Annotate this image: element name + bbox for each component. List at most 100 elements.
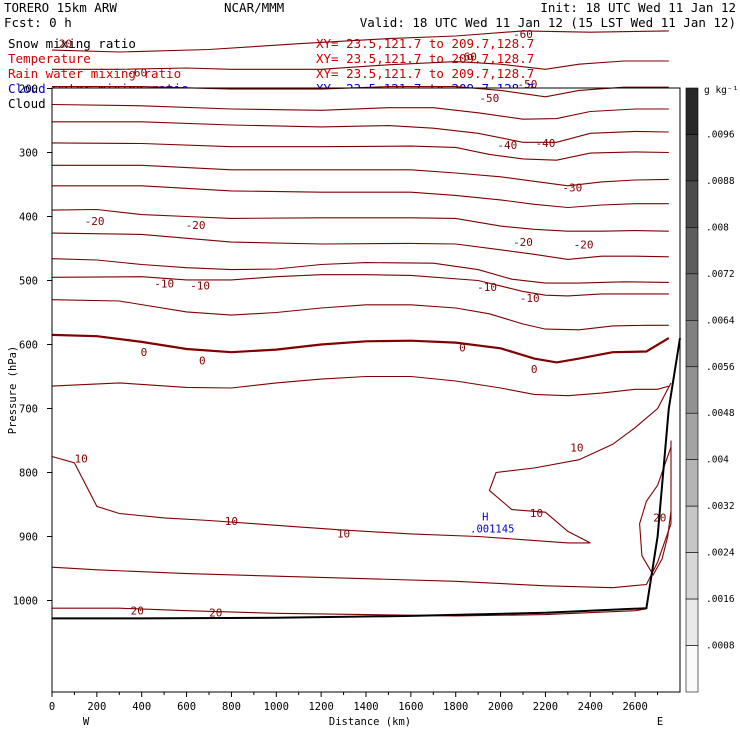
contour-label: 0 — [199, 355, 206, 368]
colorbar-swatch — [685, 505, 699, 553]
colorbar-swatch — [685, 320, 699, 368]
contour-line — [52, 164, 669, 187]
colorbar-swatch — [685, 273, 699, 321]
x-tick-label: 600 — [177, 701, 196, 713]
contour-line — [52, 60, 669, 70]
plot-area: -60 -60 -60 -50 -50 -40 -40 -30 -20 -20 -20 -20 -10 -… — [51, 28, 681, 693]
contour-label: -50 — [518, 78, 538, 91]
contour-label: 10 — [75, 452, 88, 465]
contour-label: 20 — [209, 607, 222, 620]
max-marker-h: H — [482, 512, 488, 524]
field-xy: XY= 23.5,121.7 to 209.7,128.7 — [316, 36, 534, 51]
x-tick-label: 2200 — [533, 701, 558, 713]
contour-label: 10 — [570, 442, 583, 455]
colorbar-swatch — [685, 366, 699, 414]
field-xy: XY= 23.5,121.7 to 209.7,128.7 — [316, 51, 534, 66]
contour-line — [51, 440, 672, 589]
x-tick-label: 0 — [49, 701, 55, 713]
x-tick-label: 1800 — [443, 701, 468, 713]
contour-label: -60 — [127, 67, 147, 80]
y-axis: 200 300 400 500 600 700 800 900 1000 — [13, 84, 52, 608]
x-left-endpoint: W — [83, 716, 90, 728]
contour-line — [51, 299, 669, 331]
colorbar-tick: .0088 — [706, 176, 735, 187]
colorbar-swatch — [685, 87, 699, 135]
contour-label: 0 — [459, 342, 466, 355]
colorbar-swatch — [685, 227, 699, 275]
max-marker-value: .001145 — [470, 524, 514, 536]
y-tick-label: 400 — [19, 212, 38, 224]
contour-line — [51, 142, 669, 161]
contour-label: -40 — [497, 139, 517, 152]
y-tick-label: 900 — [19, 532, 38, 544]
colorbar-unit: g kg⁻¹ — [704, 85, 738, 96]
contour-line — [51, 208, 669, 232]
y-tick-label: 300 — [19, 148, 38, 160]
contour-line — [51, 375, 669, 397]
contour-line — [639, 446, 672, 577]
colorbar-tick: .0056 — [706, 362, 735, 373]
contour-line — [52, 185, 669, 209]
contour-label: -60 — [513, 28, 533, 41]
x-tick-label: 1600 — [398, 701, 423, 713]
contour-line — [51, 232, 669, 260]
y-tick-label: 800 — [19, 468, 38, 480]
contour-line — [52, 607, 647, 617]
contour-label: -20 — [574, 239, 594, 252]
field-xy: XY= 23.5,121.7 to 209.7,128.7 — [316, 66, 534, 81]
contour-label: -20 — [513, 236, 533, 249]
contour-label: 10 — [530, 507, 543, 520]
valid-time: Valid: 18 UTC Wed 11 Jan 12 (15 LST Wed … — [360, 15, 736, 30]
contour-label: 0 — [141, 346, 148, 359]
x-tick-label: 1000 — [264, 701, 289, 713]
y-tick-label: 600 — [19, 340, 38, 352]
contour-label: 10 — [337, 527, 350, 540]
contour-label: -50 — [479, 92, 499, 105]
contour-label: -20 — [186, 219, 206, 232]
y-tick-label: 200 — [19, 84, 38, 96]
contour-label: -30 — [562, 182, 582, 195]
contour-line — [51, 382, 672, 544]
contour-line — [51, 103, 669, 120]
colorbar-tick: .0096 — [706, 129, 735, 140]
colorbar-tick: .0008 — [706, 641, 735, 652]
colorbar-tick: .0048 — [706, 408, 735, 419]
contour-label: -20 — [85, 215, 105, 228]
init-time: Init: 18 UTC Wed 11 Jan 12 — [540, 0, 736, 15]
x-axis-label: Distance (km) — [329, 716, 411, 728]
x-tick-label: 1400 — [353, 701, 378, 713]
contour-label: -40 — [535, 137, 555, 150]
colorbar-swatch — [685, 134, 699, 182]
x-tick-label: 2400 — [578, 701, 603, 713]
contour-line — [51, 258, 669, 284]
x-tick-label: 200 — [87, 701, 106, 713]
colorbar-tick: .0024 — [706, 548, 735, 559]
forecast-hour: Fcst: 0 h — [4, 15, 72, 30]
contour-line — [51, 274, 669, 297]
x-axis: 0 200 400 600 800 1000 1200 1400 1600 1800 2000 220… — [49, 692, 659, 713]
contour-label: 0 — [531, 363, 538, 376]
colorbar-tick: .0064 — [706, 315, 735, 326]
colorbar-tick: .0016 — [706, 594, 735, 605]
org-label: NCAR/MMM — [224, 0, 284, 15]
plot-background — [52, 88, 680, 692]
model-title: TORERO 15km ARW — [4, 0, 117, 15]
contour-line — [52, 121, 669, 143]
field-name: Snow mixing ratio — [8, 36, 136, 51]
field-name: Temperature — [8, 51, 91, 66]
y-tick-label: 500 — [19, 276, 38, 288]
colorbar-tick: .0032 — [706, 501, 735, 512]
contour-line — [51, 333, 670, 364]
colorbar-tick: .008 — [706, 222, 729, 233]
terrain-line — [52, 337, 681, 620]
y-axis-label: Pressure (hPa) — [7, 346, 19, 435]
x-tick-label: 2600 — [622, 701, 647, 713]
max-marker: H .001145 — [470, 512, 514, 536]
contour-label: 20 — [131, 605, 144, 618]
colorbar-swatch — [685, 412, 699, 460]
colorbar-swatch — [685, 180, 699, 228]
y-tick-label: 700 — [19, 404, 38, 416]
colorbar-swatch — [685, 459, 699, 507]
colorbar-swatch — [685, 598, 699, 646]
